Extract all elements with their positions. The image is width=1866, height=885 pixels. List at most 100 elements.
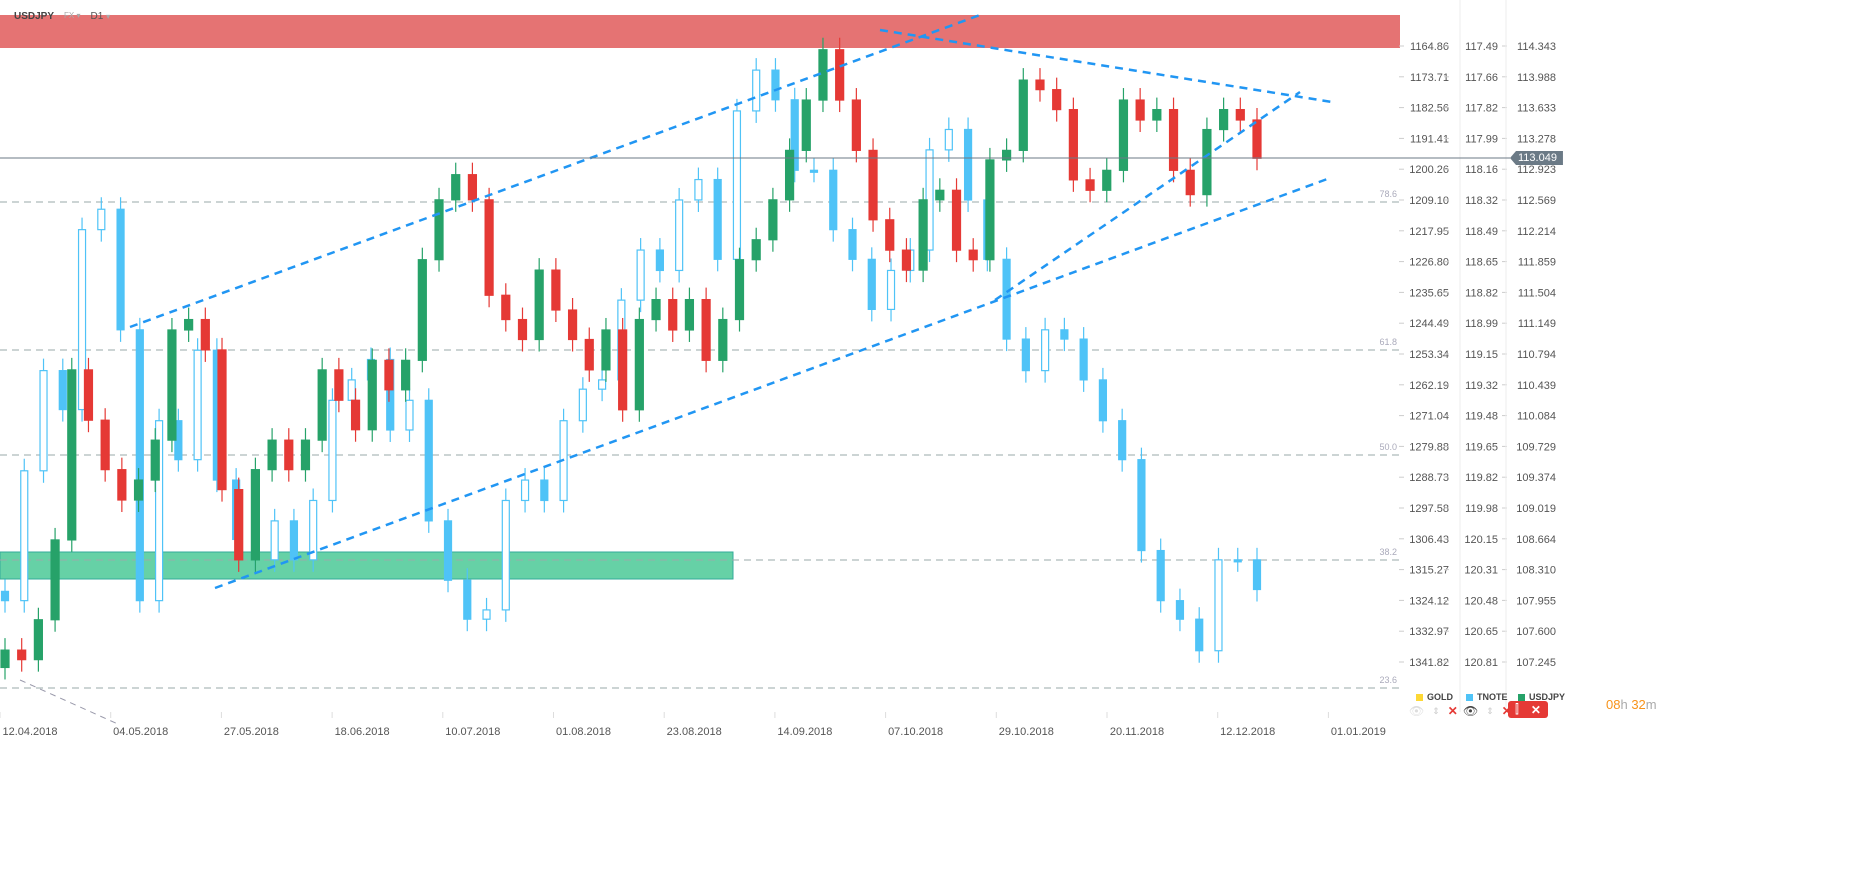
legend-label: TNOTE bbox=[1477, 692, 1508, 702]
tnote-candle bbox=[732, 110, 742, 260]
tnote-candle bbox=[386, 358, 395, 431]
tnote-candle bbox=[20, 470, 29, 602]
symbol-label: USDJPY bbox=[14, 11, 55, 22]
axis-label-usdjpy: 108.664 bbox=[1516, 534, 1556, 546]
tnote-candle bbox=[713, 178, 722, 260]
usdjpy-candle bbox=[734, 259, 745, 321]
eye-icon[interactable]: 👁 bbox=[1463, 704, 1479, 718]
tnote-candle bbox=[501, 499, 510, 611]
usdjpy-color-swatch bbox=[1518, 693, 1525, 701]
trend-line bbox=[19, 679, 121, 726]
usdjpy-candle bbox=[401, 359, 411, 391]
tnote-candle bbox=[1175, 600, 1185, 620]
timer-h: h bbox=[1620, 697, 1628, 712]
tnote-candle bbox=[1098, 379, 1108, 422]
x-axis-date-label: 04.05.2018 bbox=[113, 726, 168, 738]
usdjpy-candle bbox=[1168, 108, 1179, 171]
axis-label-tnote: 118.99 bbox=[1465, 318, 1498, 330]
usdjpy-candle bbox=[868, 149, 878, 221]
axis-label-gold: 1306.43 bbox=[1409, 534, 1449, 546]
usdjpy-candle bbox=[1035, 79, 1045, 91]
usdjpy-candle bbox=[367, 359, 377, 431]
tnote-candle bbox=[1233, 559, 1242, 563]
tnote-candle bbox=[424, 399, 433, 522]
axis-label-usdjpy: 113.278 bbox=[1517, 133, 1556, 145]
market-dropdown[interactable]: FX ▾ bbox=[64, 11, 81, 20]
legend-gold: GOLD bbox=[1416, 692, 1453, 702]
axis-label-tnote: 119.98 bbox=[1465, 503, 1498, 515]
usdjpy-candle bbox=[50, 539, 60, 621]
candle-timer: 08h 32m bbox=[1606, 697, 1657, 712]
usdjpy-candle bbox=[968, 249, 978, 261]
tnote-candle bbox=[829, 169, 838, 231]
axis-label-usdjpy: 110.439 bbox=[1517, 380, 1556, 392]
usdjpy-candle bbox=[1001, 149, 1012, 161]
tnote-candle bbox=[520, 479, 530, 502]
tnote-candle bbox=[1156, 549, 1165, 602]
axis-label-usdjpy: 112.569 bbox=[1517, 195, 1556, 207]
usdjpy-candle bbox=[217, 349, 227, 491]
axis-label-tnote: 117.66 bbox=[1465, 72, 1498, 84]
tnote-candle bbox=[1021, 338, 1030, 372]
usdjpy-candle bbox=[434, 199, 444, 261]
axis-label-tnote: 119.82 bbox=[1465, 472, 1498, 484]
axis-label-usdjpy: 108.310 bbox=[1516, 565, 1556, 577]
usdjpy-candle bbox=[501, 294, 511, 321]
axis-label-tnote: 120.65 bbox=[1464, 626, 1498, 638]
usdjpy-candle bbox=[133, 479, 144, 501]
usdjpy-candle bbox=[67, 369, 77, 541]
close-icon[interactable]: ✕ bbox=[1530, 702, 1541, 717]
usdjpy-candle bbox=[618, 329, 628, 411]
timer-hours: 08 bbox=[1606, 697, 1621, 712]
close-icon[interactable]: ✕ bbox=[1501, 704, 1512, 718]
x-axis-date-label: 01.01.2019 bbox=[1331, 726, 1386, 738]
trend-line bbox=[994, 90, 1301, 302]
usdjpy-candle bbox=[1202, 128, 1212, 196]
tnote-candle bbox=[540, 479, 549, 502]
usdjpy-candle bbox=[918, 199, 928, 271]
reorder-icon[interactable]: ⇕ bbox=[1486, 705, 1494, 716]
axis-label-tnote: 117.99 bbox=[1465, 133, 1498, 145]
usdjpy-candle bbox=[551, 269, 561, 311]
axis-label-tnote: 118.82 bbox=[1465, 287, 1498, 299]
usdjpy-candle bbox=[768, 199, 778, 241]
usdjpy-candle bbox=[334, 369, 344, 401]
tnote-candle bbox=[598, 379, 607, 390]
tnote-candle bbox=[752, 69, 761, 112]
usdjpy-candle bbox=[801, 99, 811, 151]
axis-label-usdjpy: 107.600 bbox=[1516, 626, 1556, 638]
usdjpy-candle bbox=[1185, 169, 1195, 196]
trend-line bbox=[214, 176, 1331, 590]
usdjpy-candle bbox=[1052, 89, 1062, 111]
axis-label-tnote: 120.81 bbox=[1464, 657, 1498, 669]
eye-icon[interactable]: 👁 bbox=[1409, 704, 1425, 718]
x-axis-date-label: 14.09.2018 bbox=[777, 726, 832, 738]
axis-label-gold: 1271.04 bbox=[1409, 411, 1449, 423]
axis-label-gold: 1279.88 bbox=[1409, 441, 1449, 453]
close-icon[interactable]: ✕ bbox=[1447, 704, 1458, 718]
interval-dropdown[interactable]: D1 ▾ bbox=[90, 11, 111, 22]
usdjpy-candle bbox=[350, 399, 361, 431]
x-axis-date-label: 01.08.2018 bbox=[556, 726, 611, 738]
axis-label-gold: 1244.49 bbox=[1409, 318, 1449, 330]
usdjpy-candle bbox=[117, 469, 127, 501]
usdjpy-candle bbox=[1085, 179, 1095, 191]
tnote-candle bbox=[1079, 338, 1088, 381]
candlestick-type-icon[interactable]: ⫿ bbox=[1515, 702, 1519, 716]
usdjpy-candle bbox=[534, 269, 544, 341]
tnote-candle bbox=[193, 349, 202, 461]
usdjpy-candle bbox=[451, 174, 461, 201]
x-axis-date-label: 29.10.2018 bbox=[999, 726, 1054, 738]
usdjpy-candle bbox=[1068, 108, 1078, 181]
tnote-candle bbox=[97, 208, 106, 231]
reorder-icon[interactable]: ⇕ bbox=[1432, 705, 1440, 716]
tnote-candle bbox=[270, 520, 279, 561]
tnote-candle bbox=[1214, 559, 1223, 652]
tnote-candle bbox=[867, 258, 876, 311]
tnote-candle bbox=[636, 249, 645, 301]
usdjpy-candle bbox=[267, 439, 277, 471]
axis-label-gold: 1324.12 bbox=[1409, 595, 1449, 607]
axis-label-gold: 1297.58 bbox=[1409, 503, 1449, 515]
